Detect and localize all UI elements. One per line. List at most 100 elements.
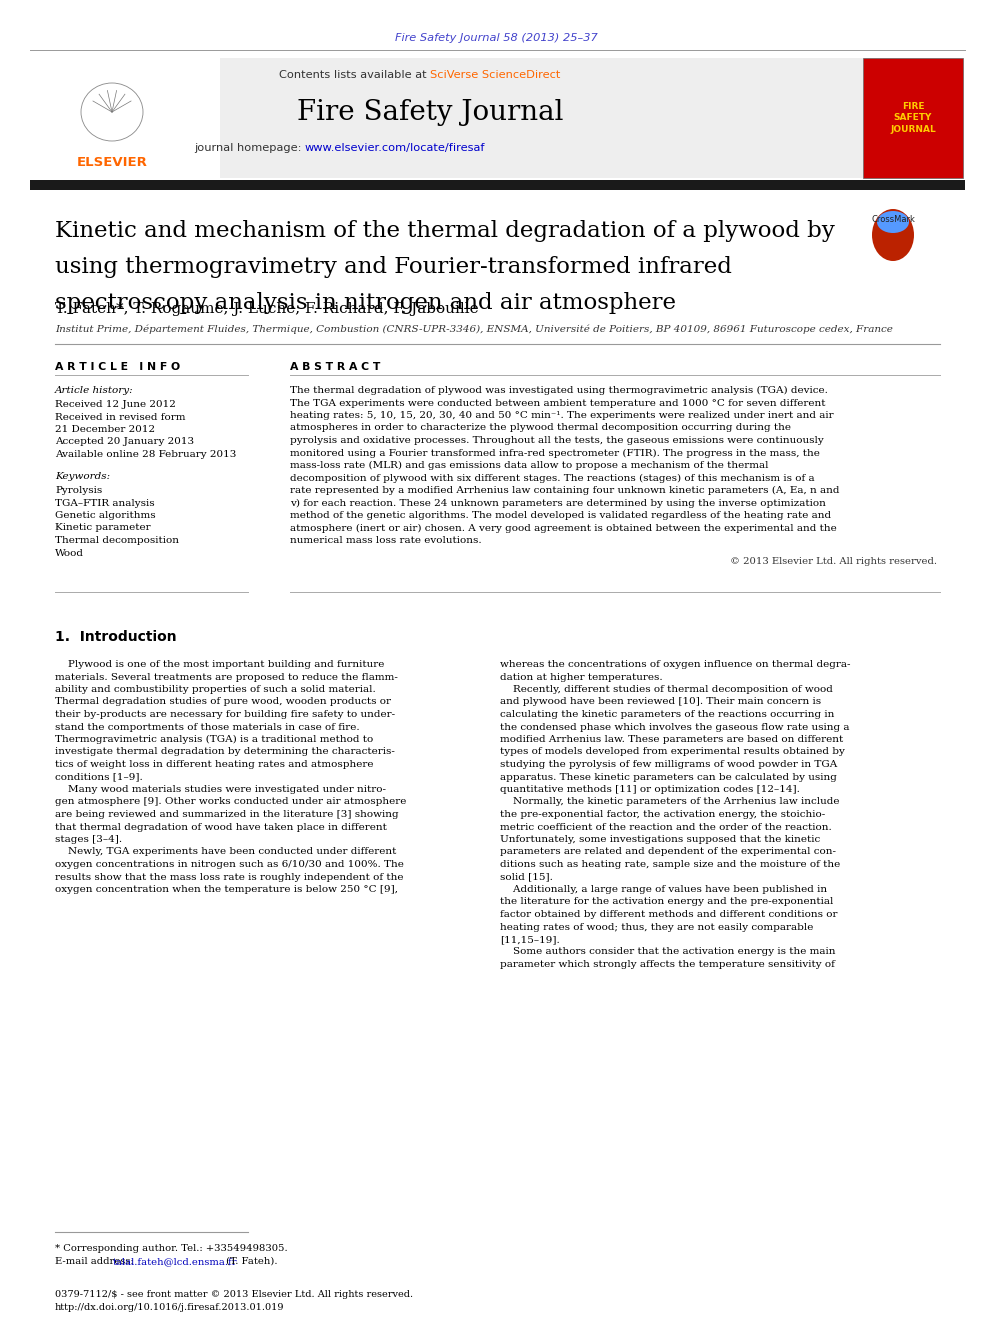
Text: Article history:: Article history: [55,386,134,396]
Text: Many wood materials studies were investigated under nitro-: Many wood materials studies were investi… [55,785,386,794]
Text: ditions such as heating rate, sample size and the moisture of the: ditions such as heating rate, sample siz… [500,860,840,869]
Text: modified Arrhenius law. These parameters are based on different: modified Arrhenius law. These parameters… [500,736,843,744]
Text: Fire Safety Journal: Fire Safety Journal [297,98,563,126]
Text: pyrolysis and oxidative processes. Throughout all the tests, the gaseous emissio: pyrolysis and oxidative processes. Throu… [290,437,823,445]
Text: ELSEVIER: ELSEVIER [76,156,148,168]
Text: Recently, different studies of thermal decomposition of wood: Recently, different studies of thermal d… [500,685,833,695]
Text: 1.  Introduction: 1. Introduction [55,630,177,644]
Text: oxygen concentrations in nitrogen such as 6/10/30 and 100%. The: oxygen concentrations in nitrogen such a… [55,860,404,869]
Text: The TGA experiments were conducted between ambient temperature and 1000 °C for s: The TGA experiments were conducted betwe… [290,398,825,407]
Text: dation at higher temperatures.: dation at higher temperatures. [500,672,663,681]
Text: whereas the concentrations of oxygen influence on thermal degra-: whereas the concentrations of oxygen inf… [500,660,850,669]
Bar [30,180,965,191]
Text: heating rates: 5, 10, 15, 20, 30, 40 and 50 °C min⁻¹. The experiments were reali: heating rates: 5, 10, 15, 20, 30, 40 and… [290,411,833,419]
Text: Fire Safety Journal 58 (2013) 25–37: Fire Safety Journal 58 (2013) 25–37 [395,33,597,44]
Text: parameters are related and dependent of the experimental con-: parameters are related and dependent of … [500,848,836,856]
Ellipse shape [877,210,909,233]
Text: journal homepage:: journal homepage: [193,143,305,153]
Text: [11,15–19].: [11,15–19]. [500,935,559,945]
Text: Available online 28 February 2013: Available online 28 February 2013 [55,450,236,459]
Text: SciVerse ScienceDirect: SciVerse ScienceDirect [430,70,560,79]
Text: Kinetic and mechanism of the thermal degradation of a plywood by: Kinetic and mechanism of the thermal deg… [55,220,835,242]
Text: CrossMark: CrossMark [871,216,915,224]
Text: Newly, TGA experiments have been conducted under different: Newly, TGA experiments have been conduct… [55,848,397,856]
Text: materials. Several treatments are proposed to reduce the flamm-: materials. Several treatments are propos… [55,672,398,681]
Text: Genetic algorithms: Genetic algorithms [55,511,156,520]
Text: stages [3–4].: stages [3–4]. [55,835,122,844]
Text: 0379-7112/$ - see front matter © 2013 Elsevier Ltd. All rights reserved.: 0379-7112/$ - see front matter © 2013 El… [55,1290,413,1299]
Ellipse shape [872,209,914,261]
Text: www.elsevier.com/locate/firesaf: www.elsevier.com/locate/firesaf [305,143,485,153]
Text: atmosphere (inert or air) chosen. A very good agreement is obtained between the : atmosphere (inert or air) chosen. A very… [290,524,836,533]
Text: * Corresponding author. Tel.: +33549498305.: * Corresponding author. Tel.: +335494983… [55,1244,288,1253]
Text: quantitative methods [11] or optimization codes [12–14].: quantitative methods [11] or optimizatio… [500,785,800,794]
Text: mass-loss rate (MLR) and gas emissions data allow to propose a mechanism of the : mass-loss rate (MLR) and gas emissions d… [290,460,769,470]
Text: and plywood have been reviewed [10]. Their main concern is: and plywood have been reviewed [10]. The… [500,697,821,706]
Text: studying the pyrolysis of few milligrams of wood powder in TGA: studying the pyrolysis of few milligrams… [500,759,837,769]
Text: the condensed phase which involves the gaseous flow rate using a: the condensed phase which involves the g… [500,722,849,732]
Text: monitored using a Fourier transformed infra-red spectrometer (FTIR). The progres: monitored using a Fourier transformed in… [290,448,819,458]
Text: tics of weight loss in different heating rates and atmosphere: tics of weight loss in different heating… [55,759,374,769]
Text: the pre-exponential factor, the activation energy, the stoichio-: the pre-exponential factor, the activati… [500,810,825,819]
Text: (T. Fateh).: (T. Fateh). [223,1257,278,1266]
Text: © 2013 Elsevier Ltd. All rights reserved.: © 2013 Elsevier Ltd. All rights reserved… [730,557,937,565]
Text: oxygen concentration when the temperature is below 250 °C [9],: oxygen concentration when the temperatur… [55,885,398,894]
Text: apparatus. These kinetic parameters can be calculated by using: apparatus. These kinetic parameters can … [500,773,837,782]
Text: heating rates of wood; thus, they are not easily comparable: heating rates of wood; thus, they are no… [500,922,813,931]
Text: calculating the kinetic parameters of the reactions occurring in: calculating the kinetic parameters of th… [500,710,834,718]
Text: factor obtained by different methods and different conditions or: factor obtained by different methods and… [500,910,837,919]
Text: using thermogravimetry and Fourier-transformed infrared: using thermogravimetry and Fourier-trans… [55,255,732,278]
Text: investigate thermal degradation by determining the characteris-: investigate thermal degradation by deter… [55,747,395,757]
Bar [30,58,220,179]
Text: Keywords:: Keywords: [55,472,110,482]
Text: Thermogravimetric analysis (TGA) is a traditional method to: Thermogravimetric analysis (TGA) is a tr… [55,736,373,744]
Text: Kinetic parameter: Kinetic parameter [55,524,151,532]
Text: method of the genetic algorithms. The model developed is validated regardless of: method of the genetic algorithms. The mo… [290,511,831,520]
Text: numerical mass loss rate evolutions.: numerical mass loss rate evolutions. [290,536,482,545]
Text: Wood: Wood [55,549,84,557]
Text: Plywood is one of the most important building and furniture: Plywood is one of the most important bui… [55,660,384,669]
Text: v) for each reaction. These 24 unknown parameters are determined by using the in: v) for each reaction. These 24 unknown p… [290,499,826,508]
Text: talal.fateh@lcd.ensma.fr: talal.fateh@lcd.ensma.fr [113,1257,238,1266]
Text: Pyrolysis: Pyrolysis [55,486,102,495]
Text: Thermal degradation studies of pure wood, wooden products or: Thermal degradation studies of pure wood… [55,697,391,706]
Text: stand the comportments of those materials in case of fire.: stand the comportments of those material… [55,722,360,732]
Text: Thermal decomposition: Thermal decomposition [55,536,179,545]
Text: Additionally, a large range of values have been published in: Additionally, a large range of values ha… [500,885,827,894]
Text: A B S T R A C T: A B S T R A C T [290,363,380,372]
Text: atmospheres in order to characterize the plywood thermal decomposition occurring: atmospheres in order to characterize the… [290,423,791,433]
Text: Some authors consider that the activation energy is the main: Some authors consider that the activatio… [500,947,835,957]
Text: are being reviewed and summarized in the literature [3] showing: are being reviewed and summarized in the… [55,810,399,819]
Text: http://dx.doi.org/10.1016/j.firesaf.2013.01.019: http://dx.doi.org/10.1016/j.firesaf.2013… [55,1303,285,1312]
Text: their by-products are necessary for building fire safety to under-: their by-products are necessary for buil… [55,710,395,718]
Text: Accepted 20 January 2013: Accepted 20 January 2013 [55,438,194,446]
Text: ability and combustibility properties of such a solid material.: ability and combustibility properties of… [55,685,376,695]
Text: T. Fateh*, T. Rogaume, J. Luche, F. Richard, F. Jabouille: T. Fateh*, T. Rogaume, J. Luche, F. Rich… [55,302,478,316]
Text: A R T I C L E   I N F O: A R T I C L E I N F O [55,363,181,372]
Text: 21 December 2012: 21 December 2012 [55,425,155,434]
Text: FIRE
SAFETY
JOURNAL: FIRE SAFETY JOURNAL [890,102,935,135]
Text: Normally, the kinetic parameters of the Arrhenius law include: Normally, the kinetic parameters of the … [500,798,839,807]
Text: Received 12 June 2012: Received 12 June 2012 [55,400,176,409]
Bar [30,58,863,179]
Text: Received in revised form: Received in revised form [55,413,186,422]
Text: parameter which strongly affects the temperature sensitivity of: parameter which strongly affects the tem… [500,960,835,968]
Text: spectroscopy analysis in nitrogen and air atmosphere: spectroscopy analysis in nitrogen and ai… [55,292,676,314]
Text: The thermal degradation of plywood was investigated using thermogravimetric anal: The thermal degradation of plywood was i… [290,386,828,396]
Bar [863,58,963,179]
Text: rate represented by a modified Arrhenius law containing four unknown kinetic par: rate represented by a modified Arrhenius… [290,486,839,495]
Text: the literature for the activation energy and the pre-exponential: the literature for the activation energy… [500,897,833,906]
Text: types of models developed from experimental results obtained by: types of models developed from experimen… [500,747,845,757]
Text: Institut Prime, Département Fluides, Thermique, Combustion (CNRS-UPR-3346), ENSM: Institut Prime, Département Fluides, The… [55,324,893,333]
Text: Contents lists available at: Contents lists available at [279,70,430,79]
Text: gen atmosphere [9]. Other works conducted under air atmosphere: gen atmosphere [9]. Other works conducte… [55,798,407,807]
Text: E-mail address:: E-mail address: [55,1257,137,1266]
Text: Unfortunately, some investigations supposed that the kinetic: Unfortunately, some investigations suppo… [500,835,820,844]
Text: TGA–FTIR analysis: TGA–FTIR analysis [55,499,155,508]
Text: results show that the mass loss rate is roughly independent of the: results show that the mass loss rate is … [55,872,404,881]
Text: conditions [1–9].: conditions [1–9]. [55,773,143,782]
Text: solid [15].: solid [15]. [500,872,553,881]
Text: metric coefficient of the reaction and the order of the reaction.: metric coefficient of the reaction and t… [500,823,831,831]
Text: that thermal degradation of wood have taken place in different: that thermal degradation of wood have ta… [55,823,387,831]
Text: decomposition of plywood with six different stages. The reactions (stages) of th: decomposition of plywood with six differ… [290,474,814,483]
